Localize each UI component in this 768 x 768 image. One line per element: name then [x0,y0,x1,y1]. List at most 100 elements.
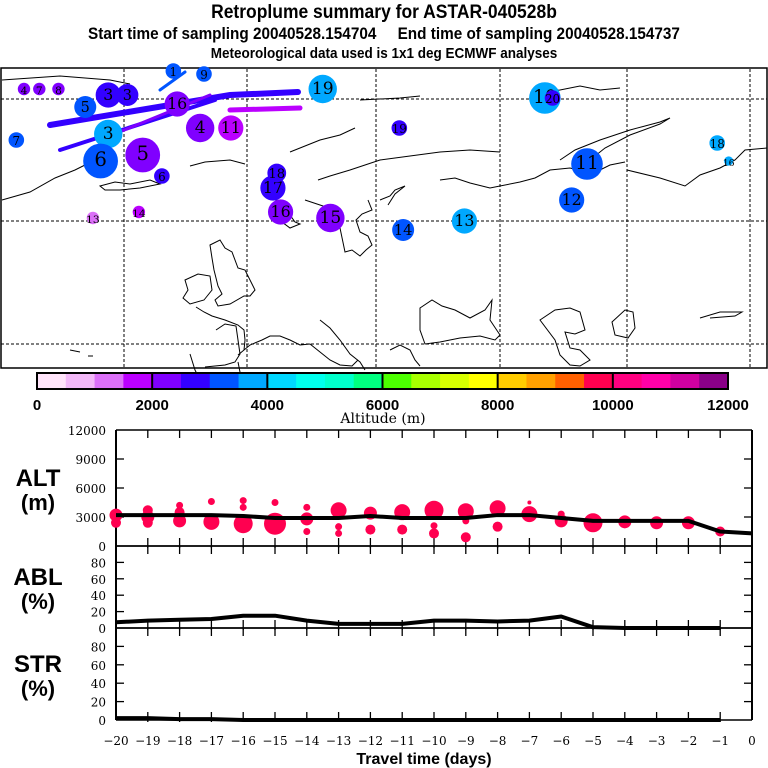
cluster-label: 20 [545,92,560,106]
panel-alt: 0 3000 6000 9000 12000 ALT(m) [16,424,753,554]
altitude-cluster-dot [335,523,343,531]
x-tick-label: −9 [457,734,475,748]
panel-unit-label: (%) [21,676,55,701]
cluster-label: 18 [268,167,285,182]
altitude-cluster-dot [430,522,438,530]
cluster-marker [724,156,734,166]
colorbar-tick-label: 2000 [135,397,168,414]
cluster-label: 1 [170,65,178,79]
cluster-marker [33,82,46,96]
x-tick-label: −6 [552,734,570,748]
cluster-marker [196,66,212,82]
coastline [626,147,768,187]
series-line [116,513,753,536]
cluster-label: 3 [123,88,132,104]
altitude-cluster-dot [492,521,503,532]
x-tick-label: −3 [648,734,666,748]
altitude-cluster-dot [489,500,506,517]
x-tick-label: −12 [358,734,383,748]
cluster-label: 19 [312,79,334,99]
cluster-label: 8 [55,85,62,97]
cluster-marker [392,219,415,241]
cluster-label: 7 [36,85,43,97]
panel-str: 0 20 40 60 80 STR(%) [14,627,753,728]
cluster-marker [8,132,25,148]
x-tick-label: −1 [711,734,729,748]
sampling-times: Start time of sampling 20040528.154704 E… [88,24,680,43]
coastline [699,311,744,319]
map-panel: 1478933573656411161314171816151919102011… [0,63,768,386]
cluster-marker [86,211,100,225]
cluster-marker [308,74,337,104]
cluster-label: 14 [132,208,146,220]
cluster-label: 13 [454,211,474,230]
trajectory-path [47,89,301,128]
colorbar-swatch [324,373,355,389]
cluster-label: 12 [562,190,582,209]
coastline [1,75,131,85]
cluster-marker [391,120,408,136]
cluster-marker [17,82,31,96]
y-tick-label: 3000 [75,511,106,525]
cluster-marker [95,82,121,108]
cluster-label: 7 [13,134,21,148]
cluster-label: 11 [575,153,598,174]
x-tick-label: −7 [521,734,539,748]
y-tick-label: 60 [91,573,106,587]
altitude-colorbar: 0 2000 4000 6000 8000 10000 12000 Altitude (m) [33,372,749,427]
coastline [359,95,421,101]
coastline [195,306,246,351]
y-tick-label: 40 [91,589,106,603]
series-line [115,613,721,630]
x-axis-label: Travel time (days) [356,751,491,768]
coastline [209,239,256,307]
cluster-marker [165,63,182,79]
cluster-label: 15 [319,208,341,228]
colorbar-tick-label: 12000 [707,397,749,414]
coastline [379,185,406,206]
cluster-marker [451,208,478,234]
coastline [611,309,636,339]
x-tick-label: 0 [748,734,756,748]
altitude-cluster-dot [397,524,408,535]
cluster-marker [154,168,170,184]
y-tick-label: 40 [91,677,106,691]
y-tick-label: 20 [91,696,106,710]
altitude-cluster-dot [365,524,376,535]
cluster-label: 19 [392,122,407,136]
cluster-marker [116,84,139,106]
cluster-marker [74,96,97,118]
colorbar-swatch [440,373,470,389]
altitude-cluster-dot [429,528,439,539]
black-sea-coast [419,298,501,345]
cluster-marker [267,199,294,225]
x-tick-label: −17 [199,734,224,748]
colorbar-swatch [641,373,671,389]
y-tick-label: 80 [91,640,106,654]
altitude-cluster-dot [460,532,471,543]
x-tick-label: −2 [680,734,698,748]
y-tick-label: 0 [98,540,106,554]
x-tick-label: −19 [135,734,160,748]
cluster-label: 13 [86,214,99,226]
cluster-label: 11 [221,118,241,137]
altitude-cluster-dot [239,497,247,505]
colorbar-swatch [526,373,556,389]
chart-title: Retroplume summary for ASTAR-040528b [211,2,557,23]
cluster-label: 5 [136,142,149,165]
colorbar-swatch [180,373,211,389]
altitude-cluster-dot [303,528,311,535]
altitude-cluster-dot [330,502,347,519]
y-tick-label: 20 [91,606,106,620]
cluster-label: 17 [263,178,283,197]
cluster-marker [125,137,161,173]
panel-unit-label: (%) [21,589,55,614]
x-tick-label: −5 [584,734,602,748]
cluster-label: 18 [710,137,725,151]
coastline [319,319,366,371]
colorbar-swatch [65,373,96,389]
y-tick-label: 60 [91,659,106,673]
panel-label: STR [14,651,62,678]
altitude-cluster-dot [203,513,220,530]
